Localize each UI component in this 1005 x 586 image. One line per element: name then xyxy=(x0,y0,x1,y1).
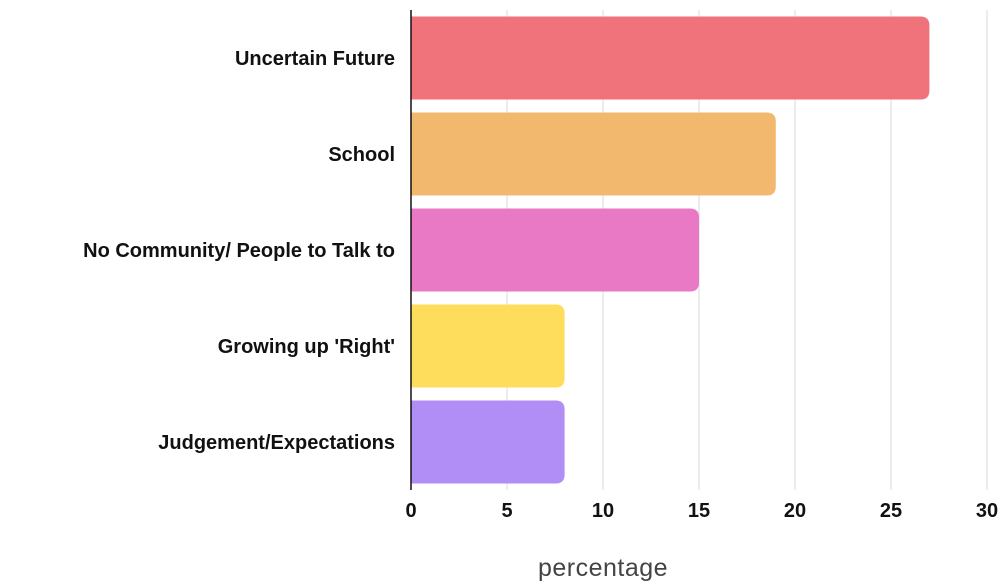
category-label: Judgement/Expectations xyxy=(158,432,395,454)
bar xyxy=(411,208,699,292)
category-label: Uncertain Future xyxy=(235,48,395,70)
bar xyxy=(411,112,776,196)
x-tick-label: 20 xyxy=(784,500,806,522)
x-tick-label: 10 xyxy=(592,500,614,522)
x-tick-label: 5 xyxy=(501,500,512,522)
bar xyxy=(411,304,565,388)
bar xyxy=(411,400,565,484)
category-label: School xyxy=(328,144,395,166)
x-tick-label: 30 xyxy=(976,500,998,522)
bars xyxy=(411,16,930,484)
x-tick-label: 25 xyxy=(880,500,902,522)
x-tick-label: 0 xyxy=(405,500,416,522)
x-tick-label: 15 xyxy=(688,500,710,522)
category-labels: Uncertain Future School No Community/ Peop… xyxy=(83,48,395,454)
category-label: Growing up 'Right' xyxy=(218,336,395,358)
x-axis-title: percentage xyxy=(538,554,668,582)
bar xyxy=(411,16,930,100)
x-tick-labels: 0 5 10 15 20 25 30 xyxy=(405,500,998,522)
category-label: No Community/ People to Talk to xyxy=(83,240,395,262)
